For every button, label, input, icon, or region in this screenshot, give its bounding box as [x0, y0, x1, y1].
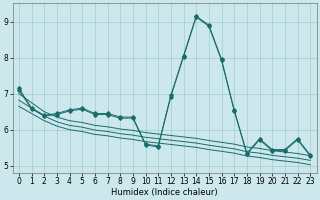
X-axis label: Humidex (Indice chaleur): Humidex (Indice chaleur) — [111, 188, 218, 197]
